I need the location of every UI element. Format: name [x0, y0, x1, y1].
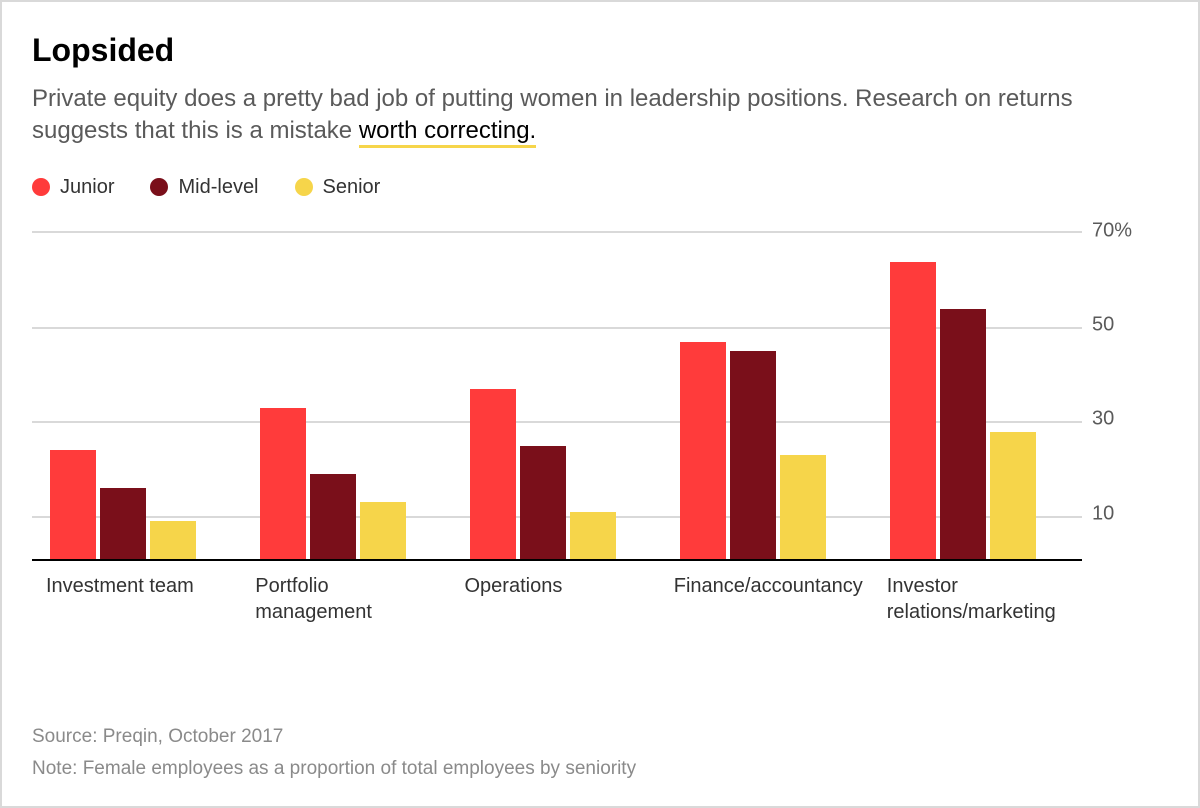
legend-swatch-senior: [295, 178, 313, 196]
bar-group: [242, 233, 452, 559]
bar-junior: [260, 408, 306, 559]
chart-footer: Source: Preqin, October 2017 Note: Femal…: [32, 726, 636, 780]
bar-junior: [680, 342, 726, 559]
bar-midlevel: [730, 351, 776, 558]
y-tick-label: 50: [1092, 314, 1114, 337]
chart-area: 70% 50 30 10 Investment teamPortfolio ma…: [32, 223, 1162, 603]
subtitle-text: Private equity does a pretty bad job of …: [32, 85, 1073, 144]
bar-senior: [150, 521, 196, 559]
bar-group: [32, 233, 242, 559]
chart-card: Lopsided Private equity does a pretty ba…: [0, 0, 1200, 808]
legend-swatch-junior: [32, 178, 50, 196]
subtitle-underlined: worth correcting.: [359, 117, 536, 148]
bar-senior: [780, 455, 826, 559]
y-tick-label: 10: [1092, 502, 1114, 525]
bar-group: [452, 233, 662, 559]
bar-junior: [890, 262, 936, 559]
note-text: Note: Female employees as a proportion o…: [32, 758, 636, 780]
bar-junior: [470, 389, 516, 559]
bar-midlevel: [100, 488, 146, 559]
x-tick-label: Portfolio management: [241, 573, 450, 625]
chart-title: Lopsided: [32, 32, 1168, 69]
bar-group: [872, 233, 1082, 559]
legend-item-midlevel: Mid-level: [150, 176, 258, 199]
y-tick-label: 70%: [1092, 219, 1132, 242]
bar-midlevel: [940, 309, 986, 559]
x-labels: Investment teamPortfolio managementOpera…: [32, 573, 1082, 625]
bar-midlevel: [520, 446, 566, 559]
source-text: Source: Preqin, October 2017: [32, 726, 636, 748]
y-tick-label: 30: [1092, 408, 1114, 431]
bar-groups: [32, 233, 1082, 559]
legend-label: Senior: [323, 176, 381, 199]
x-tick-label: Investment team: [32, 573, 241, 625]
bar-senior: [570, 512, 616, 559]
bar-junior: [50, 450, 96, 558]
chart-subtitle: Private equity does a pretty bad job of …: [32, 83, 1152, 148]
bar-group: [662, 233, 872, 559]
legend-item-junior: Junior: [32, 176, 114, 199]
plot-area: [32, 231, 1082, 561]
legend-label: Junior: [60, 176, 114, 199]
x-tick-label: Operations: [451, 573, 660, 625]
legend-swatch-midlevel: [150, 178, 168, 196]
x-tick-label: Finance/accountancy: [660, 573, 873, 625]
legend: Junior Mid-level Senior: [32, 176, 1168, 199]
legend-item-senior: Senior: [295, 176, 381, 199]
bar-midlevel: [310, 474, 356, 559]
legend-label: Mid-level: [178, 176, 258, 199]
x-tick-label: Investor relations/marketing: [873, 573, 1082, 625]
bar-senior: [990, 432, 1036, 559]
bar-senior: [360, 502, 406, 559]
